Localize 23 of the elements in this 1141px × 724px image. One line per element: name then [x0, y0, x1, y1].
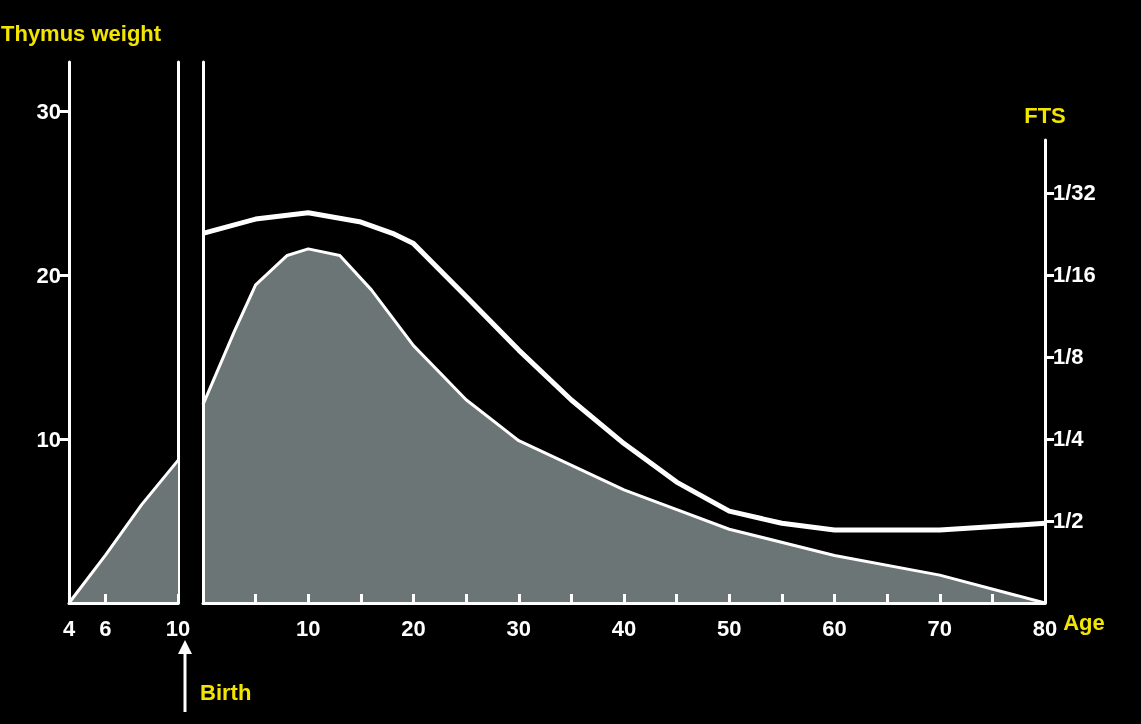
text: Birth [200, 680, 252, 706]
y2-tick-label: 1/2 [1053, 508, 1084, 534]
x-tick-label: 70 [927, 615, 952, 641]
x-tick-label: 6 [99, 615, 112, 641]
x-tick-label: 10 [165, 615, 191, 641]
x-tick-label: 4 [62, 615, 76, 641]
y2-tick-label: 1/4 [1053, 426, 1085, 452]
x-axis-title: Age [1063, 609, 1105, 635]
x-tick-label: 80 [1032, 615, 1058, 641]
x-tick-label: 10 [296, 615, 321, 641]
y-axis-title: Thymus weight [1, 20, 162, 46]
x-tick-label: 30 [506, 615, 531, 641]
x-tick-label: 40 [611, 615, 637, 641]
x-tick-label: 20 [401, 615, 426, 641]
y2-tick-label: 1/32 [1053, 180, 1096, 206]
y-tick-label: 30 [36, 98, 61, 124]
x-tick-label: 50 [717, 615, 742, 641]
y-tick-label: 10 [36, 426, 61, 452]
y2-tick-label: 1/8 [1053, 344, 1084, 370]
y2-tick-label: 1/16 [1053, 262, 1096, 288]
x-tick-label: 60 [822, 615, 847, 641]
y-tick-label: 20 [36, 262, 61, 288]
y2-axis-title: FTS [1024, 102, 1066, 128]
